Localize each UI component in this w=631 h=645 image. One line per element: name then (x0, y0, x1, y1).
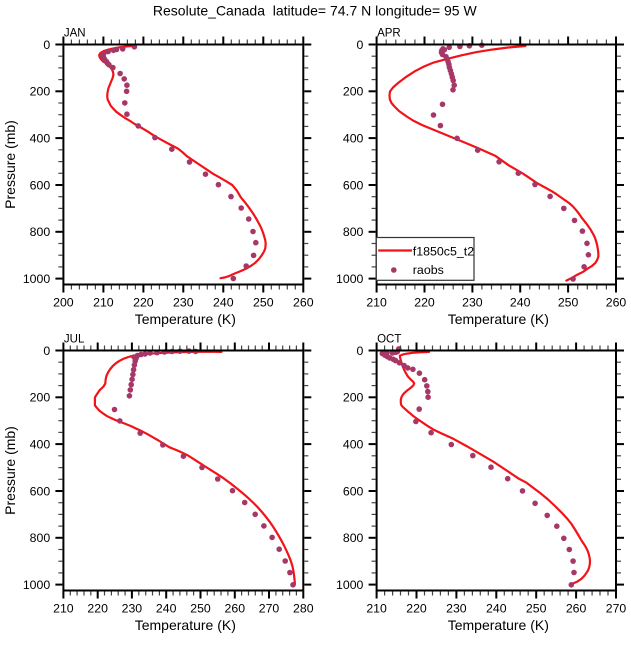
svg-text:200: 200 (30, 85, 51, 99)
svg-text:220: 220 (133, 295, 154, 309)
svg-text:210: 210 (366, 295, 387, 309)
svg-text:260: 260 (225, 601, 246, 615)
svg-text:Pressure (mb): Pressure (mb) (2, 426, 18, 515)
svg-text:240: 240 (486, 601, 507, 615)
svg-text:1000: 1000 (23, 272, 51, 286)
svg-text:raobs: raobs (413, 263, 444, 277)
svg-text:Temperature (K): Temperature (K) (448, 311, 549, 327)
svg-text:0: 0 (43, 38, 50, 52)
svg-text:JUL: JUL (64, 334, 85, 346)
svg-text:270: 270 (259, 601, 280, 615)
svg-text:800: 800 (343, 225, 364, 239)
svg-text:220: 220 (414, 295, 435, 309)
svg-text:200: 200 (53, 295, 74, 309)
svg-text:260: 260 (606, 295, 627, 309)
svg-text:260: 260 (293, 295, 314, 309)
svg-text:Temperature (K): Temperature (K) (135, 617, 236, 633)
svg-text:800: 800 (30, 225, 51, 239)
svg-text:600: 600 (343, 484, 364, 498)
svg-text:210: 210 (93, 295, 114, 309)
svg-text:250: 250 (190, 601, 211, 615)
svg-text:0: 0 (43, 344, 50, 358)
svg-text:200: 200 (343, 85, 364, 99)
svg-text:1000: 1000 (23, 578, 51, 592)
svg-text:210: 210 (366, 601, 387, 615)
svg-text:0: 0 (357, 344, 364, 358)
svg-text:230: 230 (122, 601, 143, 615)
svg-text:Resolute_Canada latitude= 74.: Resolute_Canada latitude= 74.7 N longitu… (153, 3, 478, 19)
svg-text:Temperature (K): Temperature (K) (448, 617, 549, 633)
svg-text:250: 250 (253, 295, 274, 309)
svg-text:210: 210 (53, 601, 74, 615)
svg-text:400: 400 (343, 437, 364, 451)
svg-text:600: 600 (30, 484, 51, 498)
svg-text:1000: 1000 (336, 578, 364, 592)
svg-text:280: 280 (293, 601, 314, 615)
svg-text:220: 220 (406, 601, 427, 615)
svg-text:f1850c5_t2: f1850c5_t2 (413, 244, 474, 258)
svg-text:260: 260 (566, 601, 587, 615)
svg-text:Pressure (mb): Pressure (mb) (2, 120, 18, 209)
svg-text:230: 230 (462, 295, 483, 309)
svg-text:1000: 1000 (336, 272, 364, 286)
svg-text:600: 600 (30, 178, 51, 192)
svg-text:400: 400 (30, 131, 51, 145)
svg-text:OCT: OCT (377, 334, 401, 346)
svg-text:600: 600 (343, 178, 364, 192)
svg-text:240: 240 (213, 295, 234, 309)
svg-text:0: 0 (357, 38, 364, 52)
svg-text:Temperature (K): Temperature (K) (135, 311, 236, 327)
svg-text:800: 800 (30, 531, 51, 545)
svg-text:240: 240 (510, 295, 531, 309)
svg-text:APR: APR (377, 28, 401, 40)
svg-text:400: 400 (30, 437, 51, 451)
svg-text:230: 230 (446, 601, 467, 615)
svg-text:400: 400 (343, 131, 364, 145)
svg-text:230: 230 (173, 295, 194, 309)
svg-text:250: 250 (526, 601, 547, 615)
svg-text:220: 220 (87, 601, 108, 615)
svg-text:JAN: JAN (64, 28, 86, 40)
svg-text:800: 800 (343, 531, 364, 545)
svg-text:200: 200 (343, 391, 364, 405)
svg-text:240: 240 (156, 601, 177, 615)
svg-text:250: 250 (558, 295, 579, 309)
svg-text:270: 270 (606, 601, 627, 615)
svg-text:200: 200 (30, 391, 51, 405)
